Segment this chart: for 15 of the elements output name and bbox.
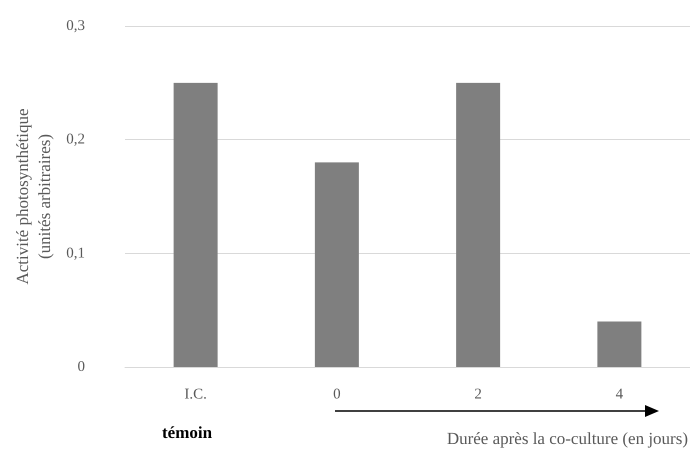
x-tick-label: 2 xyxy=(474,386,482,402)
text: témoin xyxy=(162,423,213,442)
x-tick-label: 4 xyxy=(616,386,624,402)
y-tick-label: 0,3 xyxy=(66,18,85,34)
x-axis-title: Durée après la co-culture (en jours) xyxy=(446,429,688,448)
x-tick-label: I.C. xyxy=(184,386,207,402)
bar xyxy=(314,162,359,367)
y-tick-label: 0,2 xyxy=(66,132,85,148)
bar xyxy=(456,82,500,367)
x-tick-label: 0 xyxy=(333,386,341,402)
y-axis-title: Activité photosynthétique (unités arbitraires) xyxy=(12,108,54,285)
y-tick-label: 0,1 xyxy=(66,245,85,262)
bar xyxy=(174,82,218,367)
y-tick-label: 0 xyxy=(78,359,85,375)
bar xyxy=(597,322,642,367)
